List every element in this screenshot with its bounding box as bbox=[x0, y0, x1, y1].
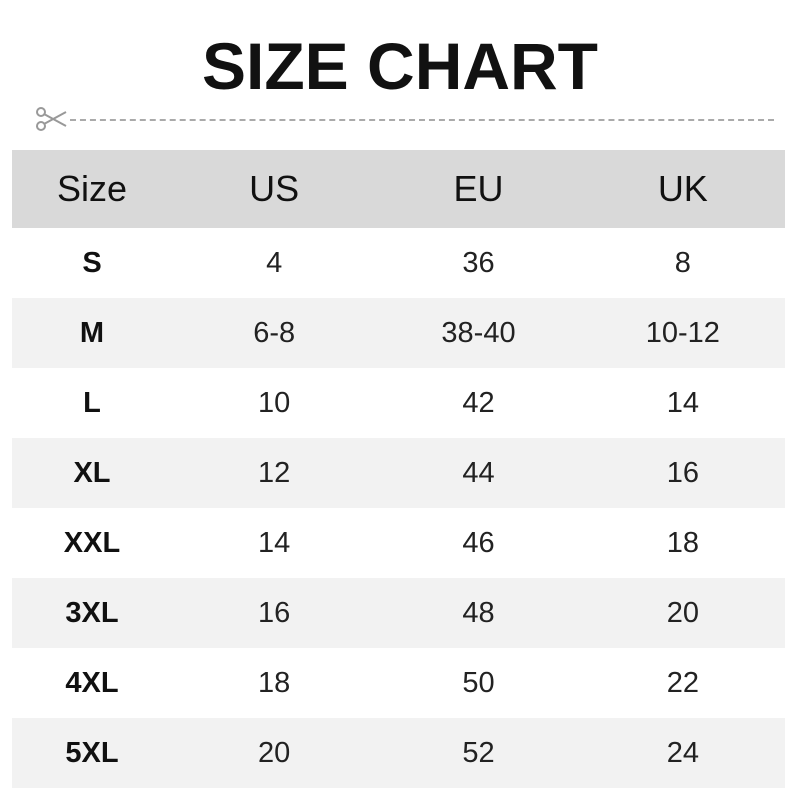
cell-us: 6-8 bbox=[172, 298, 377, 368]
cell-size: S bbox=[82, 246, 102, 279]
table-row: XL 12 44 16 bbox=[12, 438, 785, 508]
cell-us: 10 bbox=[258, 386, 291, 419]
cell-uk: 20 bbox=[580, 578, 785, 648]
table-row: 3XL 16 48 20 bbox=[12, 578, 785, 648]
scissors-icon bbox=[36, 107, 67, 131]
cell-uk: 14 bbox=[666, 386, 699, 419]
cell-us: 12 bbox=[172, 438, 377, 508]
cell-uk: 22 bbox=[666, 666, 699, 699]
cell-us: 18 bbox=[258, 666, 291, 699]
header-eu: EU bbox=[376, 150, 581, 228]
size-table: Size US EU UK S 4 36 8 M 6-8 38-40 10-12 L 10 42 14… bbox=[12, 150, 785, 788]
table-row: M 6-8 38-40 10-12 bbox=[12, 298, 785, 368]
cell-eu: 46 bbox=[462, 526, 495, 559]
cell-size: XXL bbox=[63, 526, 121, 559]
cell-eu: 52 bbox=[376, 718, 581, 788]
page-title: SIZE CHART bbox=[202, 29, 598, 103]
cell-size: 3XL bbox=[12, 578, 172, 648]
cell-us: 20 bbox=[172, 718, 377, 788]
table-row: 5XL 20 52 24 bbox=[12, 718, 785, 788]
cell-uk: 24 bbox=[580, 718, 785, 788]
table-row: L 10 42 14 bbox=[12, 368, 785, 438]
cell-us: 16 bbox=[172, 578, 377, 648]
cell-size: 5XL bbox=[12, 718, 172, 788]
cell-eu: 48 bbox=[376, 578, 581, 648]
table-row: XXL 14 46 18 bbox=[12, 508, 785, 578]
cut-line bbox=[34, 106, 774, 132]
cell-us: 14 bbox=[258, 526, 291, 559]
table-row: S 4 36 8 bbox=[12, 228, 785, 298]
cell-size: L bbox=[83, 386, 101, 419]
header-uk: UK bbox=[580, 150, 785, 228]
header-size: Size bbox=[12, 150, 172, 228]
header-row: Size US EU UK bbox=[12, 150, 785, 228]
cell-uk: 18 bbox=[666, 526, 699, 559]
dashed-line bbox=[70, 119, 774, 121]
header-us: US bbox=[172, 150, 377, 228]
cell-eu: 36 bbox=[462, 246, 495, 279]
cell-size: M bbox=[12, 298, 172, 368]
cell-eu: 42 bbox=[462, 386, 495, 419]
cell-eu: 50 bbox=[462, 666, 495, 699]
cell-uk: 8 bbox=[674, 246, 691, 279]
cell-eu: 38-40 bbox=[376, 298, 581, 368]
cell-uk: 16 bbox=[580, 438, 785, 508]
cell-us: 4 bbox=[266, 246, 283, 279]
cell-size: 4XL bbox=[65, 666, 119, 699]
cell-uk: 10-12 bbox=[580, 298, 785, 368]
cell-size: XL bbox=[12, 438, 172, 508]
table-row: 4XL 18 50 22 bbox=[12, 648, 785, 718]
cell-eu: 44 bbox=[376, 438, 581, 508]
